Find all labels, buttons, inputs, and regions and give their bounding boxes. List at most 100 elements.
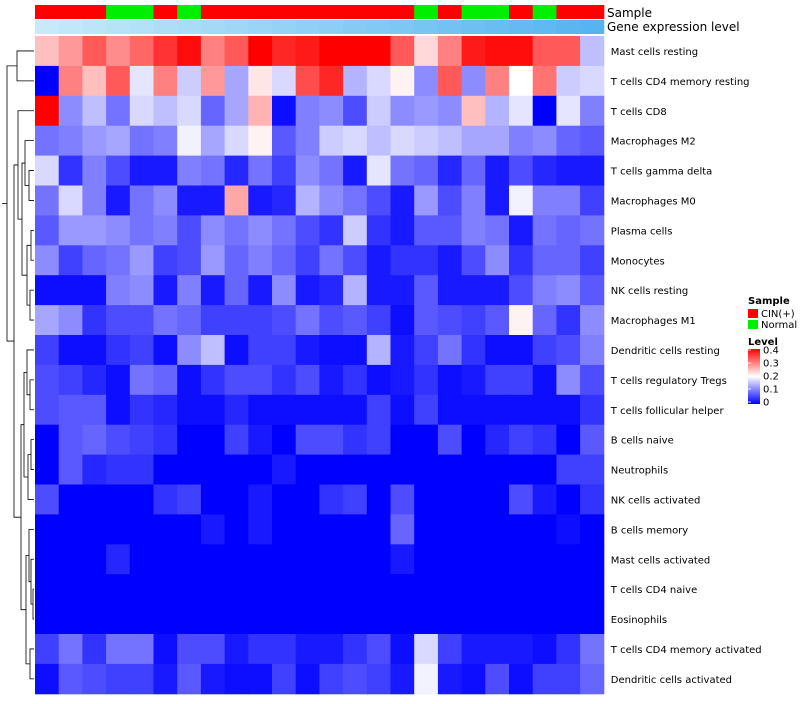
heatmap-cell	[485, 215, 510, 246]
heatmap-cell	[343, 484, 368, 515]
heatmap-cell	[82, 335, 107, 366]
heatmap-cell	[295, 394, 320, 426]
heatmap-cell	[580, 634, 605, 665]
heatmap-cell	[580, 484, 605, 515]
sample-annotation-cell	[224, 5, 249, 19]
row-label: Plasma cells	[611, 226, 673, 237]
heatmap-cell	[106, 155, 131, 186]
heatmap-cell	[106, 275, 131, 306]
heatmap-cell	[200, 65, 226, 97]
heatmap-cell	[106, 36, 131, 67]
heatmap-cell	[177, 125, 202, 157]
heatmap-cell	[295, 65, 320, 97]
gene-annotation-cell	[106, 20, 131, 34]
heatmap-cell	[485, 305, 510, 336]
heatmap-cell	[200, 544, 226, 575]
heatmap-cell	[224, 514, 249, 545]
heatmap-cell	[224, 65, 249, 97]
heatmap-cell	[414, 424, 439, 456]
heatmap-cell	[35, 604, 60, 635]
heatmap-cell	[509, 65, 534, 97]
heatmap-cell	[414, 514, 439, 545]
heatmap-cell	[177, 305, 202, 336]
heatmap-cell	[343, 604, 368, 635]
heatmap-cell	[556, 604, 581, 635]
heatmap-cell	[58, 663, 83, 695]
heatmap-cell	[556, 394, 581, 426]
heatmap-cell	[177, 215, 202, 246]
heatmap-cell	[272, 604, 297, 635]
heatmap-cell	[509, 604, 534, 635]
heatmap-cell	[248, 185, 273, 216]
heatmap-cell	[106, 394, 131, 426]
heatmap-cell	[343, 634, 368, 665]
heatmap-cell	[580, 185, 605, 216]
heatmap-cell	[35, 574, 60, 605]
heatmap-cell	[319, 663, 344, 695]
heatmap-cell	[82, 364, 107, 396]
heatmap-cell	[580, 245, 605, 276]
heatmap-cell	[485, 634, 510, 665]
heatmap-cell	[82, 484, 107, 515]
heatmap-cell	[153, 663, 178, 695]
heatmap-cell	[272, 185, 297, 216]
heatmap-cell	[58, 394, 83, 426]
sample-annotation-cell	[82, 5, 107, 19]
heatmap-cell	[509, 95, 534, 127]
heatmap-cell	[295, 634, 320, 665]
heatmap-cell	[224, 215, 249, 246]
heatmap-cell	[200, 275, 226, 306]
heatmap-cell	[272, 125, 297, 157]
heatmap-cell	[509, 574, 534, 605]
heatmap-cell	[272, 65, 297, 97]
heatmap-cell	[82, 185, 107, 216]
heatmap-cell	[556, 275, 581, 306]
heatmap-cell	[390, 275, 415, 306]
heatmap-cell	[129, 454, 154, 485]
heatmap-cell	[200, 634, 226, 665]
heatmap-cell	[295, 155, 320, 186]
heatmap-cell	[580, 663, 605, 695]
row-label: T cells CD4 memory resting	[610, 77, 750, 88]
heatmap-cell	[224, 424, 249, 456]
heatmap-cell	[437, 604, 463, 635]
heatmap-cell	[485, 245, 510, 276]
sample-annotation-cell	[106, 5, 131, 19]
heatmap-cell	[129, 514, 154, 545]
heatmap-cell	[532, 424, 557, 456]
heatmap-cell	[224, 574, 249, 605]
heatmap-cell	[129, 335, 154, 366]
row-label: NK cells resting	[611, 286, 688, 297]
heatmap-cell	[390, 544, 415, 575]
heatmap-cell	[272, 454, 297, 485]
heatmap-cell	[319, 424, 344, 456]
heatmap-cell	[177, 275, 202, 306]
heatmap-cell	[248, 245, 273, 276]
row-labels: Mast cells resting T cells CD4 memory res…	[610, 47, 762, 686]
heatmap-cell	[461, 634, 486, 665]
heatmap-cells	[35, 36, 605, 695]
heatmap-cell	[177, 245, 202, 276]
heatmap-cell	[580, 95, 605, 127]
heatmap-cell	[177, 36, 202, 67]
row-label: Eosinophils	[611, 615, 667, 626]
heatmap-cell	[248, 275, 273, 306]
heatmap-cell	[177, 335, 202, 366]
heatmap-cell	[509, 125, 534, 157]
heatmap-cell	[177, 634, 202, 665]
heatmap-cell	[580, 544, 605, 575]
heatmap-cell	[248, 634, 273, 665]
heatmap-cell	[248, 574, 273, 605]
heatmap-cell	[532, 36, 557, 67]
heatmap-cell	[509, 514, 534, 545]
dendrogram-branch	[32, 588, 34, 620]
heatmap-cell	[177, 574, 202, 605]
heatmap-cell	[58, 634, 83, 665]
legend-label-cin: CIN(+)	[761, 309, 795, 320]
heatmap-cell	[82, 305, 107, 336]
dendrogram-branch	[29, 648, 34, 680]
heatmap-cell	[129, 574, 154, 605]
heatmap-cell	[414, 484, 439, 515]
heatmap-cell	[556, 634, 581, 665]
heatmap-cell	[295, 36, 320, 67]
